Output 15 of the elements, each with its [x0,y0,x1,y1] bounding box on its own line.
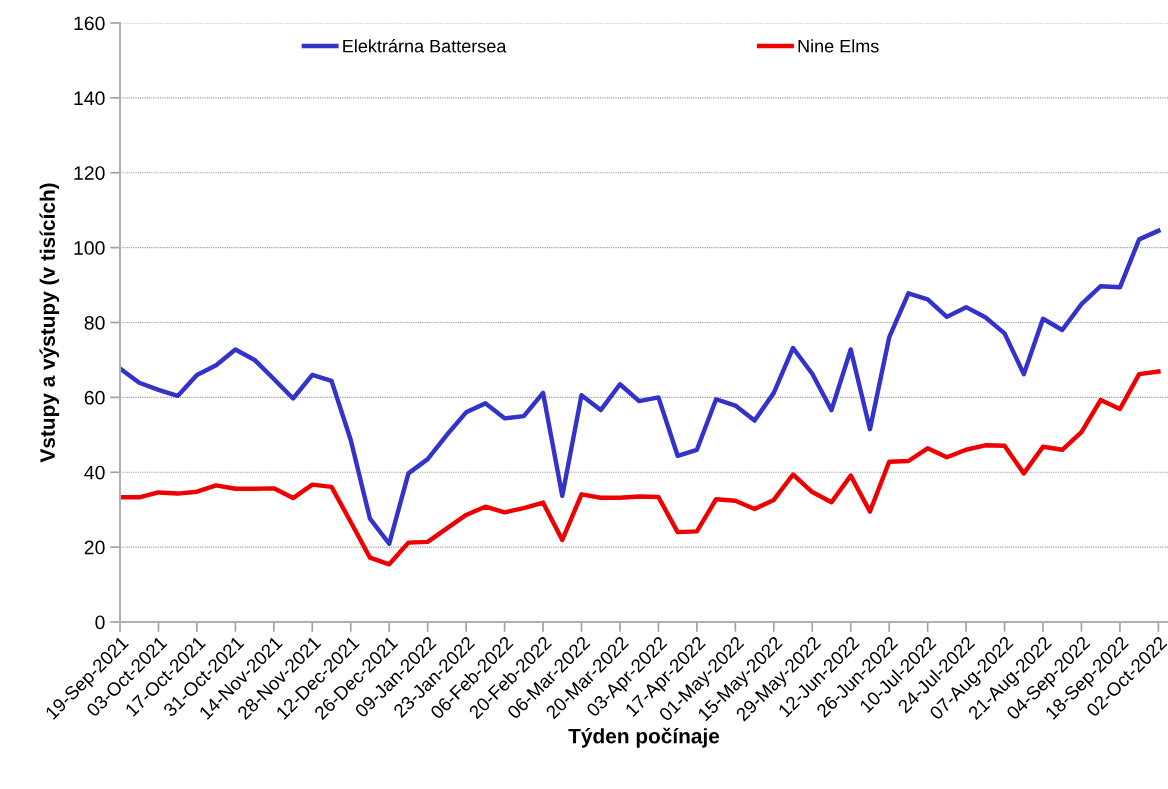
y-tick-label: 80 [84,315,105,330]
legend-label: Elektrárna Battersea [343,39,507,53]
line-series [120,369,1161,567]
y-tick-label: 60 [84,390,105,405]
y-tick-label: 140 [74,91,105,106]
y-tick-label: 160 [74,16,105,31]
y-tick-label: 120 [74,166,105,180]
line-series [120,228,1161,546]
y-tick-label: 0 [95,615,105,630]
x-axis-title: Týden počínaje [568,727,720,748]
y-axis-title: Vstupy a výstupy (v tisících) [39,183,60,463]
y-tick-label: 40 [84,465,105,480]
y-tick-label: 100 [74,241,105,255]
y-tick-label: 20 [84,540,105,555]
legend-label: Nine Elms [798,39,879,53]
